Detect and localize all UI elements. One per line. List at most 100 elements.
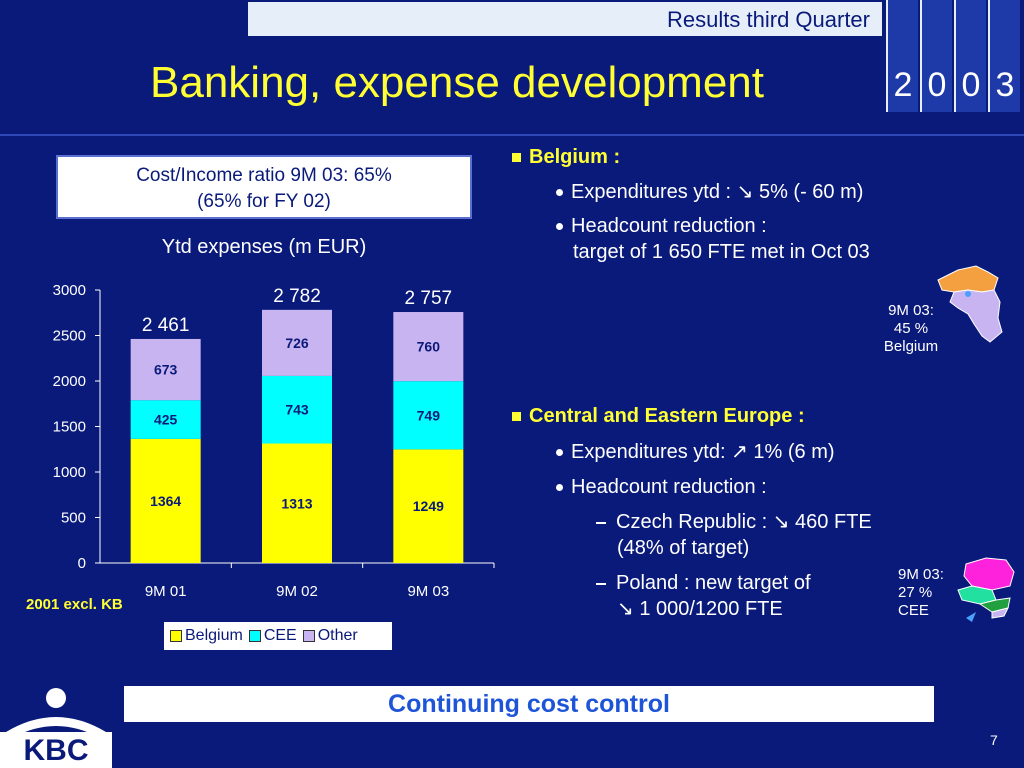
cee-expenditures-text: Expenditures ytd: ↗ 1% (6 m): [571, 441, 835, 463]
round-bullet-icon: [556, 449, 563, 457]
round-bullet-icon: [556, 484, 563, 492]
y-tick-label: 1000: [53, 464, 86, 481]
conclusion-text: Continuing cost control: [388, 690, 670, 718]
bar-segment: [130, 400, 201, 439]
bar-segment: [393, 312, 464, 382]
belgium-headcount: Headcount reduction :: [556, 213, 767, 239]
cee-poland-text: Poland : new target of: [616, 572, 811, 594]
cee-czech-text: Czech Republic : ↘ 460 FTE: [616, 511, 872, 533]
year-columns: 2 0 0 3: [886, 0, 1022, 112]
year-col-1: 2: [886, 0, 918, 112]
logo-head-icon: [46, 688, 66, 708]
y-tick-label: 2500: [53, 328, 86, 345]
round-bullet-icon: [556, 223, 563, 231]
logo-text: KBC: [24, 734, 89, 767]
bar-value-label: 673: [154, 362, 178, 378]
bar-value-label: 425: [154, 412, 178, 428]
year-digit: 0: [927, 66, 947, 104]
header-label: Results third Quarter: [667, 7, 870, 32]
bar-value-label: 1364: [150, 493, 181, 509]
cee-expenditures: Expenditures ytd: ↗ 1% (6 m): [556, 439, 835, 465]
y-tick-label: 1500: [53, 419, 86, 436]
title-divider: [0, 134, 1024, 136]
ratio-line-2: (65% for FY 02): [197, 191, 331, 212]
belgium-headcount-detail: target of 1 650 FTE met in Oct 03: [573, 241, 870, 263]
cee-poland-detail: ↘ 1 000/1200 FTE: [617, 598, 783, 620]
belgium-map-label-line: 45 %: [893, 320, 929, 337]
y-tick-label: 500: [61, 510, 86, 527]
bar-value-label: 749: [417, 407, 441, 423]
belgium-headcount-text: Headcount reduction :: [571, 215, 767, 237]
year-digit: 0: [961, 66, 981, 104]
chart-note: 2001 excl. KB: [26, 596, 123, 613]
cee-czech-detail: (48% of target): [617, 537, 750, 559]
square-bullet-icon: [512, 412, 521, 422]
kbc-logo: KBC: [0, 688, 112, 768]
bar-total-label: 2 461: [142, 315, 190, 336]
legend-item-cee: CEE: [248, 627, 297, 645]
year-col-2: 0: [920, 0, 952, 112]
cee-map-label-line: 9M 03:: [898, 566, 944, 583]
header-band: Results third Quarter: [248, 2, 882, 36]
legend-label: Belgium: [185, 627, 243, 644]
dash-bullet-icon: [596, 521, 606, 524]
year-digit: 2: [893, 66, 913, 104]
belgium-expenditures-text: Expenditures ytd : ↘ 5% (- 60 m): [571, 181, 864, 203]
year-col-4: 3: [988, 0, 1020, 112]
y-tick-label: 0: [78, 555, 86, 572]
chart-legend: Belgium CEE Other: [164, 622, 392, 650]
bar-value-label: 760: [417, 339, 441, 355]
legend-label: CEE: [263, 627, 297, 644]
belgium-heading-text: Belgium :: [529, 146, 621, 168]
belgium-heading: Belgium :: [512, 146, 620, 169]
bar-value-label: 726: [285, 335, 309, 351]
page-title: Banking, expense development: [150, 58, 764, 107]
y-tick-label: 2000: [53, 373, 86, 390]
logo-plate: [0, 732, 112, 768]
x-tick-label: 9M 03: [407, 583, 449, 600]
page-number: 7: [990, 732, 998, 748]
logo-arc-icon: [6, 717, 106, 738]
x-tick-label: 9M 02: [276, 583, 318, 600]
legend-swatch: [248, 630, 261, 642]
bar-segment: [130, 338, 201, 401]
cee-heading: Central and Eastern Europe :: [512, 405, 805, 428]
bar-value-label: 1313: [281, 495, 312, 511]
bar-value-label: 743: [285, 402, 309, 418]
cee-map-icon: [957, 557, 1015, 622]
bar-total-label: 2 782: [273, 286, 321, 307]
cee-headcount: Headcount reduction :: [556, 474, 767, 500]
cee-map-label: 9M 03: 27 % CEE: [898, 566, 968, 620]
cee-czech: Czech Republic : ↘ 460 FTE: [596, 509, 872, 535]
conclusion-banner: Continuing cost control: [124, 686, 934, 722]
x-tick-label: 9M 01: [145, 583, 187, 600]
round-bullet-icon: [556, 189, 563, 197]
legend-item-other: Other: [302, 627, 358, 645]
cee-heading-text: Central and Eastern Europe :: [529, 405, 805, 427]
square-bullet-icon: [512, 153, 521, 163]
dash-bullet-icon: [596, 582, 606, 585]
year-digit: 3: [995, 66, 1015, 104]
belgium-map-label: 9M 03: 45 % Belgium: [874, 302, 948, 356]
belgium-map-icon: [937, 265, 1003, 343]
bar-segment: [393, 381, 464, 450]
year-col-3: 0: [954, 0, 986, 112]
belgium-expenditures: Expenditures ytd : ↘ 5% (- 60 m): [556, 179, 863, 205]
bar-total-label: 2 757: [405, 288, 453, 309]
expense-chart: 3000 2500 2000 1500 1000 500 0 1364 425 673 2 461 9…: [53, 282, 495, 600]
bar-segment: [130, 438, 201, 563]
cee-headcount-text: Headcount reduction :: [571, 476, 767, 498]
belgium-map-label-line: 9M 03:: [888, 302, 934, 319]
ratio-line-1: Cost/Income ratio 9M 03: 65%: [136, 165, 392, 186]
legend-item-belgium: Belgium: [170, 627, 243, 645]
cee-map-label-line: 27 %: [898, 584, 933, 601]
legend-swatch: [302, 630, 315, 642]
bar-segment: [393, 449, 464, 563]
cost-income-box: Cost/Income ratio 9M 03: 65% (65% for FY…: [56, 155, 472, 219]
bar-segment: [262, 375, 332, 444]
legend-label: Other: [317, 627, 358, 644]
belgium-map-label-line: Belgium: [883, 338, 939, 355]
bar-value-label: 1249: [413, 498, 444, 514]
legend-swatch: [170, 630, 182, 642]
